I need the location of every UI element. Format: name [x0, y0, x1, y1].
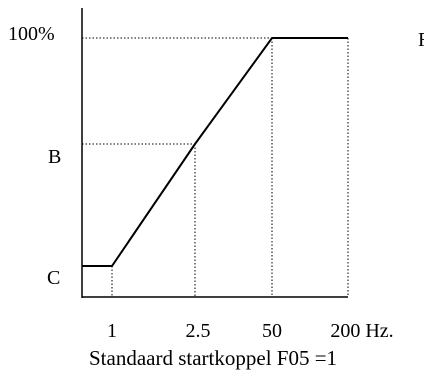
guide-lines [82, 37, 349, 297]
x-tick-200Hz: 200 Hz. [330, 320, 393, 342]
y-tick-labels: C B 100% [8, 23, 61, 289]
x-tick-labels: 1 2.5 50 200 Hz. [107, 320, 394, 342]
y-tick-C: C [47, 267, 60, 289]
y-tick-B: B [48, 146, 61, 168]
chart-caption: Standaard startkoppel F05 =1 [89, 346, 337, 370]
y-tick-100pct: 100% [8, 23, 55, 45]
series-line [82, 37, 348, 267]
x-tick-50: 50 [262, 320, 282, 342]
x-tick-25: 2.5 [186, 320, 211, 342]
x-tick-1: 1 [107, 320, 117, 342]
corner-mark: F [418, 29, 424, 51]
